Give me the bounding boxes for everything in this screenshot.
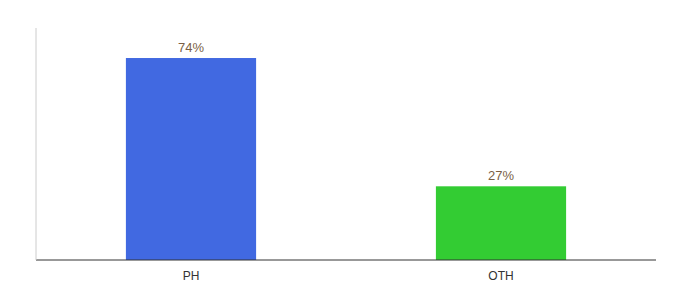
data-label: 27% [488, 168, 514, 183]
x-tick-label: OTH [488, 269, 513, 283]
data-label: 74% [178, 40, 204, 55]
chart-container: 74% 27% PH OTH [0, 0, 680, 300]
bars [126, 58, 566, 260]
x-axis-line [36, 260, 656, 261]
bar [436, 186, 566, 260]
bar [126, 58, 256, 260]
x-tick-label: PH [183, 269, 200, 283]
chart: 74% 27% PH OTH [0, 0, 680, 300]
y-axis-line [36, 28, 37, 260]
